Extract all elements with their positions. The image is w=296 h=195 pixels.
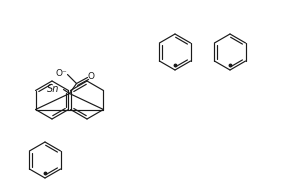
Text: O: O xyxy=(88,72,95,81)
Text: O⁻: O⁻ xyxy=(56,69,67,78)
Text: Sn: Sn xyxy=(47,83,60,93)
